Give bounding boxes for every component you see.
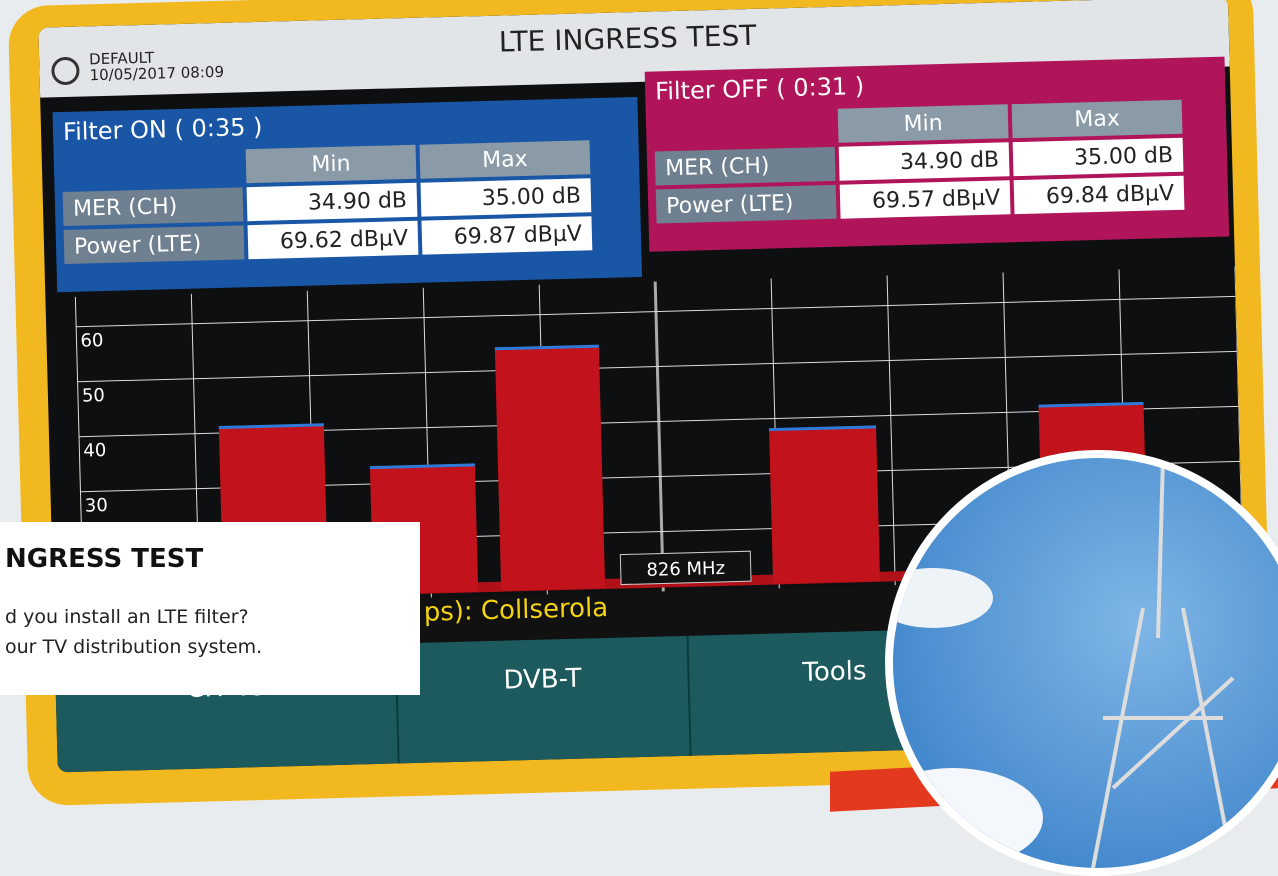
cell: 69.62 dBµV bbox=[247, 220, 419, 260]
cell: 69.87 dBµV bbox=[421, 216, 593, 255]
cell: 35.00 dB bbox=[420, 178, 592, 217]
channel-bar bbox=[769, 426, 881, 584]
marker-label: 826 MHz bbox=[646, 558, 725, 581]
filter-off-panel: Filter OFF ( 0:31 ) Min Max MER (CH) 34.90… bbox=[644, 56, 1230, 252]
y-tick-label: 50 bbox=[82, 385, 105, 407]
grid-line bbox=[77, 350, 1238, 383]
row-label: MER (CH) bbox=[62, 187, 244, 227]
bar-edge bbox=[1038, 401, 1144, 408]
cell: 35.00 dB bbox=[1012, 137, 1184, 177]
y-tick-label: 30 bbox=[85, 495, 108, 517]
col-header: Min bbox=[245, 144, 417, 184]
row-label: MER (CH) bbox=[654, 146, 836, 186]
row-label: Power (LTE) bbox=[63, 225, 245, 265]
button[interactable]: DVB-T bbox=[396, 635, 692, 764]
card-line: our TV distribution system. bbox=[5, 636, 263, 658]
col-header: Max bbox=[419, 140, 591, 179]
bar-edge bbox=[369, 463, 475, 470]
filter-off-table: Min Max MER (CH) 34.90 dB 35.00 dB Power (L… bbox=[650, 96, 1189, 228]
channel-bar bbox=[494, 346, 606, 591]
cell: 69.57 dBµV bbox=[839, 180, 1011, 219]
row-label: Power (LTE) bbox=[655, 184, 837, 224]
bar-edge bbox=[769, 425, 877, 432]
info-card: NGRESS TEST d you install an LTE filter?… bbox=[0, 522, 420, 695]
bar-edge bbox=[218, 423, 324, 430]
filter-on-panel: Filter ON ( 0:35 ) Min Max MER (CH) 34.90 … bbox=[52, 96, 643, 293]
col-header: Min bbox=[837, 104, 1009, 143]
tower-drawing bbox=[893, 458, 1235, 868]
cell: 34.90 dB bbox=[246, 182, 418, 222]
screen-title: LTE INGRESS TEST bbox=[498, 18, 757, 59]
marker-box bbox=[619, 550, 752, 586]
datetime: 10/05/2017 08:09 bbox=[89, 62, 225, 85]
y-tick-label: 40 bbox=[83, 440, 106, 462]
v-grid bbox=[886, 275, 896, 586]
filter-on-table: Min Max MER (CH) 34.90 dB 35.00 dB Power (L… bbox=[58, 136, 597, 268]
col-header: Max bbox=[1011, 99, 1183, 139]
card-title: NGRESS TEST bbox=[5, 544, 204, 574]
cell: 69.84 dBµV bbox=[1013, 175, 1185, 215]
v-grid bbox=[653, 281, 665, 592]
y-tick-label: 60 bbox=[80, 330, 103, 352]
bar-edge bbox=[494, 344, 599, 351]
tower-photo bbox=[885, 450, 1278, 876]
grid-line bbox=[76, 295, 1236, 328]
gps-icon bbox=[51, 56, 80, 86]
cell: 34.90 dB bbox=[838, 142, 1010, 181]
card-line: d you install an LTE filter? bbox=[5, 606, 249, 628]
